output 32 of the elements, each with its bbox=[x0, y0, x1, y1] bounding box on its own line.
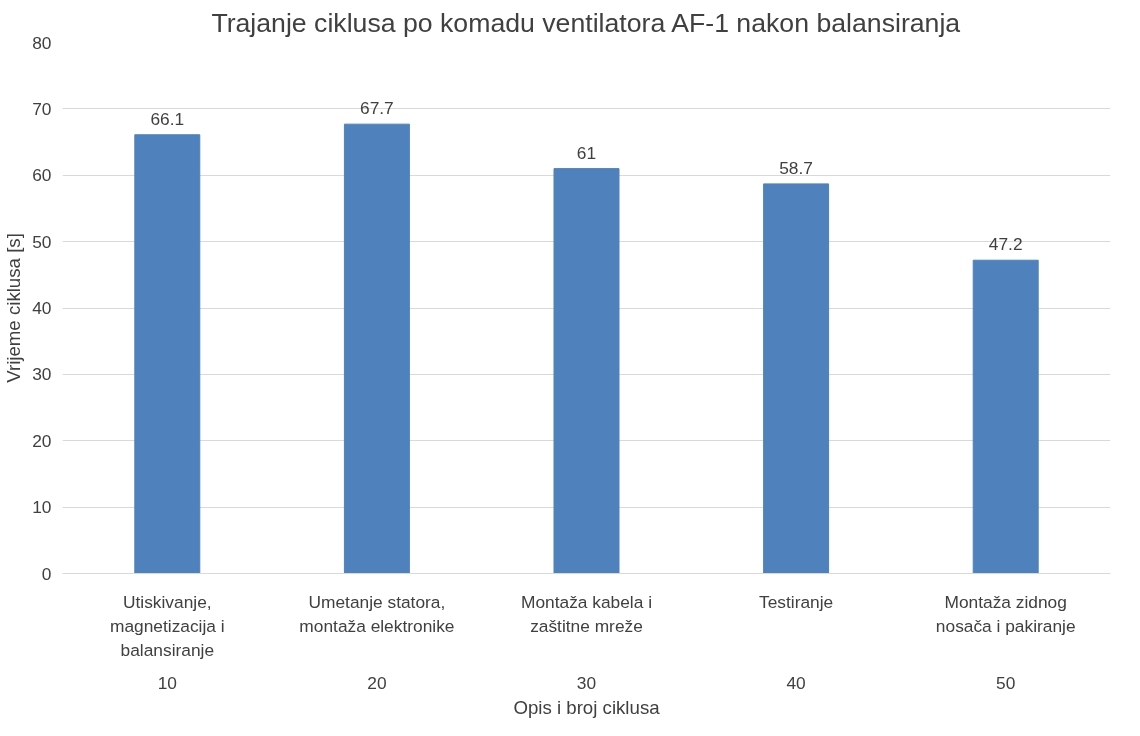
text: 10 bbox=[157, 672, 177, 693]
y-tick-label: 80 bbox=[32, 32, 52, 53]
y-tick-label: 10 bbox=[32, 497, 52, 518]
chart-title: Trajanje ciklusa po komadu ventilatora AF-1 nakon balansiranja bbox=[211, 7, 961, 38]
y-axis-title: Vrijeme ciklusa [s] bbox=[3, 233, 25, 383]
bar bbox=[972, 259, 1039, 574]
x-tick-label: Utiskivanje, magnetizacija i balansiranje bbox=[109, 591, 225, 660]
x-tick-label: Montaža kabela i zaštitne mreže bbox=[521, 591, 653, 636]
data-label: 61 bbox=[576, 142, 597, 163]
text: 40 bbox=[786, 672, 806, 693]
y-tick-label: 50 bbox=[32, 231, 52, 252]
bar bbox=[343, 123, 410, 574]
data-label: 66.1 bbox=[150, 108, 185, 129]
y-tick-label: 70 bbox=[32, 98, 52, 119]
bar bbox=[553, 168, 620, 574]
bar bbox=[763, 183, 830, 574]
x-tick-label: Umetanje statora, montaža elektronike bbox=[299, 591, 455, 636]
text: 20 bbox=[367, 672, 387, 693]
x-tick-label: Testiranje bbox=[759, 591, 834, 612]
data-label: 67.7 bbox=[360, 98, 394, 119]
data-label: 58.7 bbox=[779, 157, 813, 178]
y-tick-label: 60 bbox=[32, 165, 52, 186]
data-label: 47.2 bbox=[988, 234, 1023, 255]
text: 30 bbox=[576, 672, 597, 693]
y-tick-label: 30 bbox=[32, 364, 52, 385]
bar bbox=[134, 134, 201, 574]
y-tick-label: 40 bbox=[32, 298, 52, 318]
y-tick-label: 0 bbox=[41, 563, 52, 584]
text: 50 bbox=[996, 672, 1016, 693]
x-axis-title: Opis i broj ciklusa bbox=[513, 696, 661, 718]
x-tick-label: Montaža zidnog nosača i pakiranje bbox=[935, 591, 1076, 636]
y-tick-label: 20 bbox=[32, 430, 52, 451]
